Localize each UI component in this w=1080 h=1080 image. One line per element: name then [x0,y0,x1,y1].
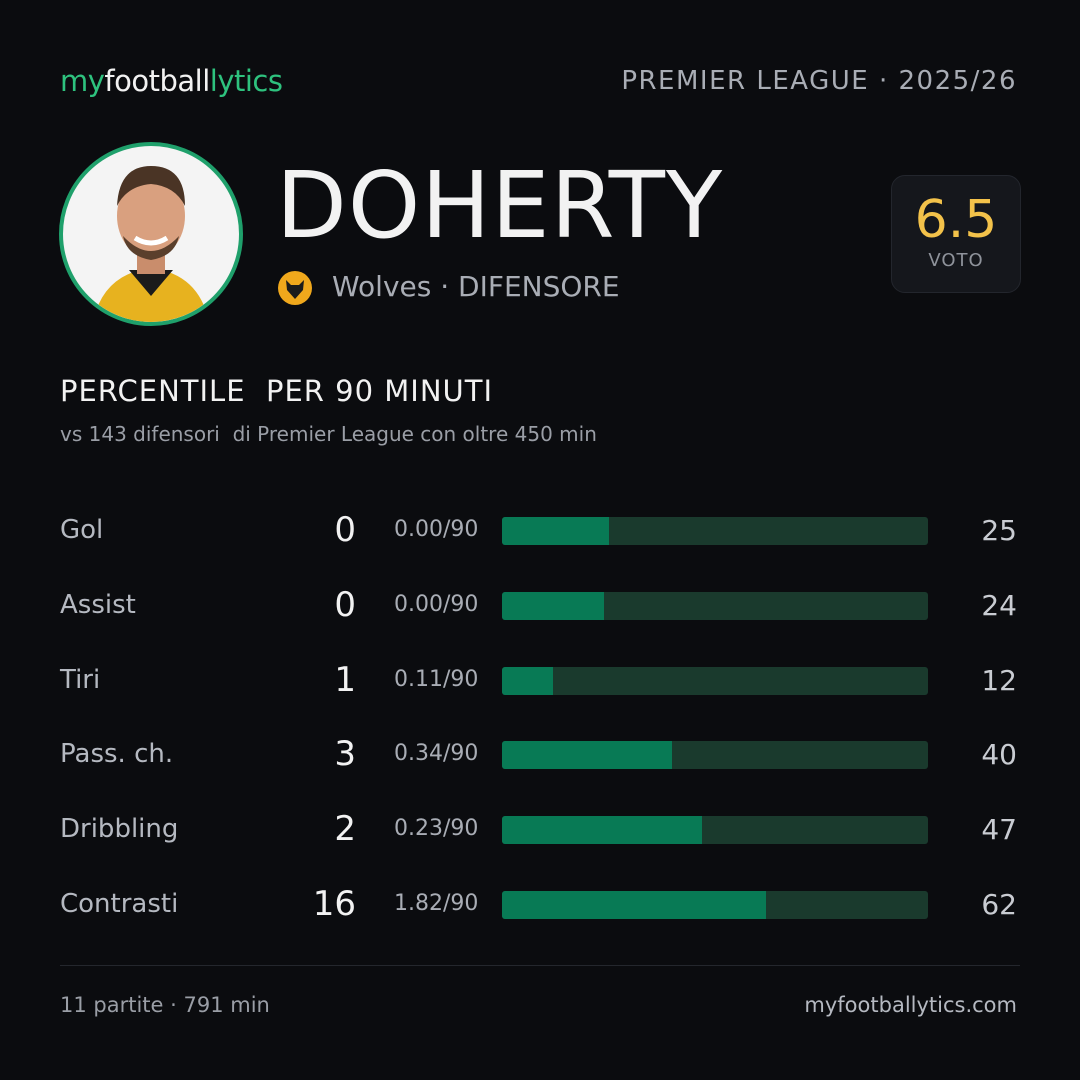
player-photo [59,142,243,326]
stat-total: 2 [334,809,356,850]
stat-per90: 0.23/90 [394,816,479,842]
stat-per90: 0.00/90 [394,517,479,542]
stat-per90: 1.82/90 [394,891,479,916]
stat-per90: 0.11/90 [394,666,479,692]
team-badge [278,271,312,305]
stat-percentile: 62 [981,888,1017,921]
divider [60,965,1020,966]
bar [502,816,703,845]
logo[interactable]: myfootballlytics [60,64,283,98]
bar [502,591,605,620]
bar-track [502,816,928,845]
bar-track [502,517,928,545]
site-link[interactable]: myfootballytics.com [804,993,1017,1017]
stat-label: Assist [60,589,136,620]
rating: 6.5 [914,190,998,250]
stat-label: Gol [60,515,104,545]
summary: 11 partite · 791 min [60,993,270,1017]
league: PREMIER LEAGUE · 2025/26 [621,66,1017,96]
bar [502,741,673,770]
section-subtitle: vs 143 difensori di Premier League con o… [60,422,597,446]
stat-total: 3 [334,734,356,775]
logo-part: my [60,64,105,98]
stat-label: Pass. ch. [60,739,174,770]
stat-percentile: 47 [981,813,1017,847]
bar-track [502,591,928,620]
rating-label: VOTO [928,250,984,271]
stat-total: 16 [312,884,356,924]
bar-track [502,741,928,770]
section-title: PERCENTILE PER 90 MINUTI [60,374,494,408]
stat-percentile: 40 [981,738,1017,772]
stat-label: Dribbling [60,814,179,845]
logo-part: lytics [209,64,283,98]
stat-label: Contrasti [60,889,179,919]
stat-percentile: 12 [981,663,1017,697]
stat-total: 0 [334,584,356,625]
team-role: Wolves · DIFENSORE [332,270,620,303]
stat-total: 0 [334,510,356,550]
logo-part: football [104,64,210,98]
stat-total: 1 [334,659,356,700]
bar [502,517,609,545]
bar-track [502,666,928,695]
stat-label: Tiri [60,664,101,695]
bar [502,891,767,919]
stat-per90: 0.00/90 [394,591,479,617]
rating-box: 6.5 VOTO [891,175,1021,293]
stat-per90: 0.34/90 [394,741,479,767]
bar-track [502,891,928,919]
stat-percentile: 24 [981,588,1017,622]
photo-illustration [93,166,209,322]
stat-percentile: 25 [981,514,1017,547]
bar [502,666,554,695]
player-name: DOHERTY [276,152,724,259]
